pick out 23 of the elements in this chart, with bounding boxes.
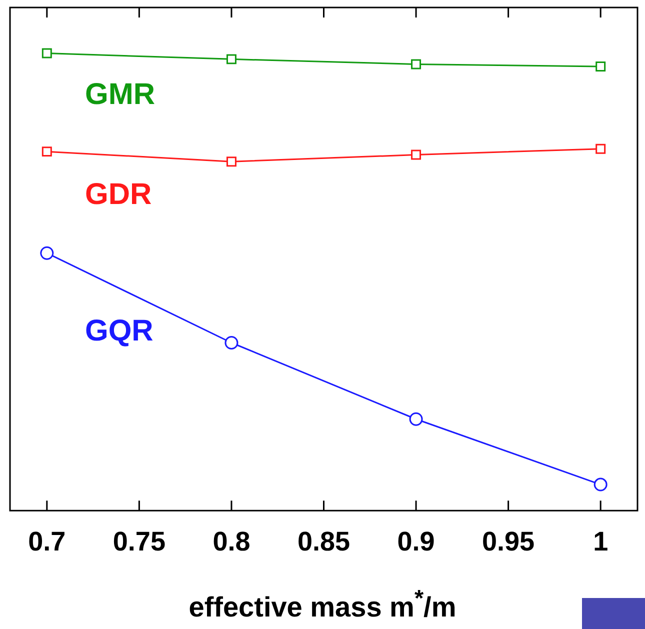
point [42, 146, 52, 157]
point [226, 156, 236, 167]
point [411, 59, 422, 70]
x-tick-label: 0.75 [112, 526, 166, 556]
point [42, 48, 52, 58]
x-tick-label: 0.7 [28, 526, 66, 556]
series-label: GDR [85, 178, 152, 212]
x-tick-label: 1 [593, 526, 608, 556]
point [409, 412, 423, 426]
point [594, 478, 608, 492]
point [226, 54, 236, 64]
series-label: GQR [85, 314, 154, 348]
x-tick-label: 0.8 [212, 526, 250, 556]
point [596, 144, 606, 154]
x-axis-title: effective mass m$^{*}$/m [188, 585, 458, 624]
x-tick-label: 0.9 [397, 526, 435, 556]
series-label: GMR [85, 78, 156, 112]
point [596, 62, 606, 72]
x-tick-label: 0.85 [297, 526, 350, 556]
point [224, 336, 238, 350]
point [411, 150, 422, 160]
point [40, 246, 54, 260]
x-tick-label: 0.95 [482, 526, 535, 556]
